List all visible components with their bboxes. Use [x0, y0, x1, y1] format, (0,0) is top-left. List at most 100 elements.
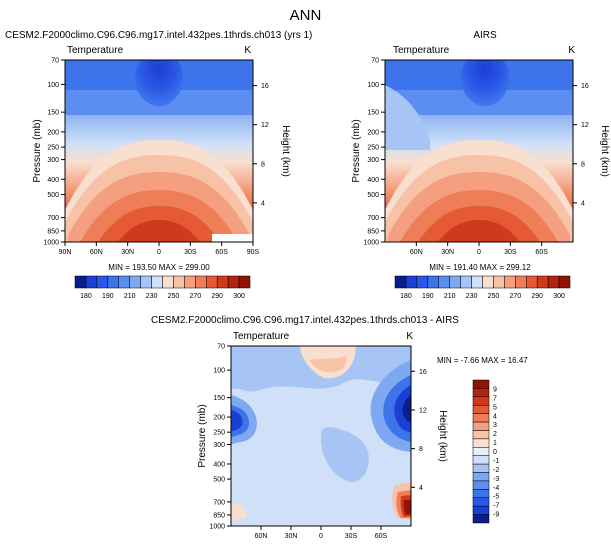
- y2-tick-label: 8: [419, 446, 423, 453]
- panel-diff-warm-upper-contour-2: [310, 356, 347, 372]
- y-tick-label: 200: [367, 129, 379, 136]
- colorbar-swatch: [472, 463, 490, 473]
- colorbar-swatch: [472, 413, 490, 423]
- panel-diff-surface-contour: [231, 503, 247, 520]
- colorbar-swatch: [472, 455, 490, 465]
- panel-model-masked-region: [212, 234, 253, 242]
- colorbar-label: 3: [493, 422, 497, 429]
- x-tick-label: 30S: [504, 249, 517, 256]
- y-tick-label: 850: [47, 228, 59, 235]
- x-tick-label: 30N: [285, 533, 298, 540]
- colorbar-swatch: [472, 388, 490, 398]
- colorbar-label: 230: [466, 293, 478, 300]
- colorbar-label: 190: [422, 293, 434, 300]
- colorbar-swatch: [472, 480, 490, 490]
- y-tick-label: 400: [47, 177, 59, 184]
- colorbar-label: 250: [168, 293, 180, 300]
- y-tick-label: 200: [213, 415, 225, 422]
- y-tick-label: 70: [217, 344, 225, 351]
- colorbar-label: 270: [509, 293, 521, 300]
- colorbar-swatch: [504, 275, 516, 289]
- colorbar-swatch: [472, 497, 490, 507]
- panel-obs-field: [385, 60, 573, 242]
- y-tick-label: 500: [367, 192, 379, 199]
- panel-model-field: [65, 60, 253, 242]
- colorbar-swatch: [416, 275, 429, 289]
- colorbar-swatch: [526, 275, 538, 289]
- colorbar-swatch: [472, 489, 490, 499]
- y-tick-label: 100: [213, 368, 225, 375]
- panel-obs-cold-core: [461, 60, 509, 106]
- colorbar-label: 230: [146, 293, 158, 300]
- y2-tick-label: 4: [261, 200, 265, 207]
- x-tick-label: 30S: [345, 533, 358, 540]
- panel-model-colorbar: 180 190 210 230 250 270 290 300: [74, 275, 251, 300]
- colorbar-swatch: [238, 275, 251, 289]
- panel-diff-field: [231, 346, 411, 526]
- panel-obs-high-lat-contour: [385, 85, 430, 150]
- colorbar-swatch: [472, 379, 490, 389]
- colorbar-swatch: [558, 275, 571, 289]
- colorbar-label: 5: [493, 404, 497, 411]
- x-tick-label: 90N: [59, 249, 72, 256]
- panel-model-left-title: Temperature: [67, 45, 124, 56]
- panel-obs-units: K: [568, 45, 575, 56]
- x-tick-label: 30N: [441, 249, 454, 256]
- y-tick-label: 300: [47, 157, 59, 164]
- y2-tick-label: 16: [261, 83, 269, 90]
- colorbar-swatch: [85, 275, 98, 289]
- y-tick-label: 1000: [43, 240, 59, 247]
- colorbar-swatch: [74, 275, 87, 289]
- colorbar-swatch: [482, 275, 494, 289]
- x-tick-label: 0: [157, 249, 161, 256]
- colorbar-label: -9: [493, 512, 499, 519]
- colorbar-swatch: [129, 275, 141, 289]
- colorbar-swatch: [427, 275, 439, 289]
- colorbar-swatch: [472, 505, 490, 515]
- y-tick-label: 300: [367, 157, 379, 164]
- colorbar-label: -1: [493, 458, 499, 465]
- panel-model-y2label: Height (km): [280, 125, 291, 177]
- colorbar-swatch: [515, 275, 527, 289]
- panel-obs-title: AIRS: [473, 30, 497, 41]
- y2-tick-label: 16: [581, 83, 589, 90]
- y2-tick-label: 16: [419, 369, 427, 376]
- panel-diff-units: K: [406, 331, 413, 342]
- y-tick-label: 200: [47, 129, 59, 136]
- y-tick-label: 150: [367, 110, 379, 117]
- colorbar-label: 7: [493, 395, 497, 402]
- colorbar-swatch: [493, 275, 505, 289]
- y-tick-label: 250: [213, 430, 225, 437]
- colorbar-label: 2: [493, 431, 497, 438]
- colorbar-swatch: [206, 275, 218, 289]
- colorbar-label: 300: [233, 293, 245, 300]
- y-tick-label: 70: [371, 58, 379, 65]
- colorbar-swatch: [449, 275, 461, 289]
- colorbar-swatch: [173, 275, 185, 289]
- panel-obs-left-title: Temperature: [393, 45, 450, 56]
- colorbar-swatch: [536, 275, 549, 289]
- panel-obs-y2label: Height (km): [599, 125, 610, 177]
- colorbar-label: 250: [488, 293, 500, 300]
- y2-tick-label: 12: [419, 407, 427, 414]
- y2-tick-label: 4: [419, 485, 423, 492]
- panel-model-warm-core: [118, 220, 200, 242]
- x-tick-label: 60S: [375, 533, 388, 540]
- colorbar-label: 190: [102, 293, 114, 300]
- colorbar-label: -7: [493, 503, 499, 510]
- panel-diff-title: CESM2.F2000climo.C96.C96.mg17.intel.432p…: [151, 315, 459, 326]
- colorbar-label: 270: [189, 293, 201, 300]
- panel-diff-south-core: [402, 395, 411, 422]
- panel-model-cold-core: [135, 60, 183, 106]
- panel-obs-colorbar: 180 190 210 230 250 270 290 300: [394, 275, 571, 300]
- panel-obs-axes: 70 100 150 200 250 300 400 500 700 850 1000 60N 30N 0…: [363, 58, 588, 257]
- colorbar-swatch: [96, 275, 109, 289]
- x-tick-label: 30S: [184, 249, 197, 256]
- y-tick-label: 100: [367, 82, 379, 89]
- x-tick-label: 60N: [255, 533, 268, 540]
- colorbar-label: -2: [493, 467, 499, 474]
- panel-model-stats: MIN = 193.50 MAX = 299.00: [108, 263, 210, 272]
- x-tick-label: 0: [477, 249, 481, 256]
- colorbar-label: -4: [493, 485, 499, 492]
